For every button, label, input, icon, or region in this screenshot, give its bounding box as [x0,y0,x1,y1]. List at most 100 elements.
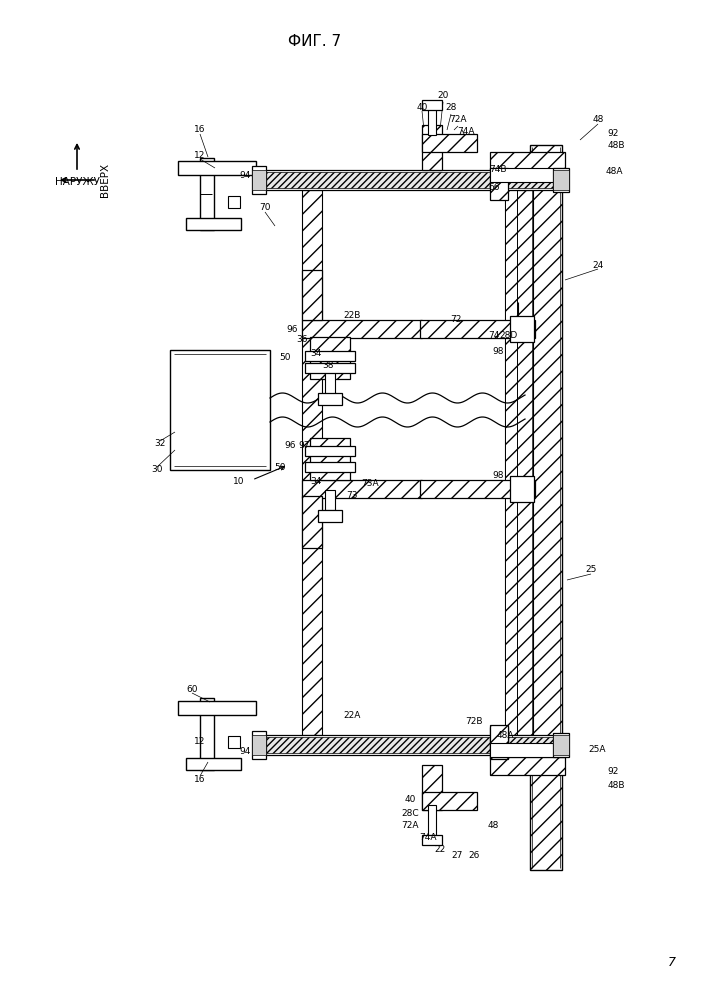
Bar [305,351,355,361]
Text: 26: 26 [468,850,479,859]
Bar [260,172,560,188]
Text: 96: 96 [284,440,296,450]
Text: 27: 27 [451,850,462,859]
Text: 92: 92 [607,768,619,776]
Bar [302,480,422,498]
Text: 30: 30 [151,466,163,475]
Text: 28C: 28C [401,808,419,818]
Bar [252,166,266,194]
Text: 48A: 48A [605,167,623,176]
Bar [490,152,565,170]
Text: 72A: 72A [449,114,467,123]
Text: 74: 74 [489,330,500,340]
Text: 73: 73 [346,490,358,499]
Bar [310,337,350,355]
Bar [428,805,436,835]
Text: НАРУЖУ: НАРУЖУ [54,177,100,187]
Bar [422,100,442,110]
Text: 94: 94 [239,748,251,756]
Bar [505,190,533,735]
Text: 70: 70 [259,204,271,213]
Bar [260,737,560,753]
Text: 22A: 22A [344,710,361,720]
Text: 7: 7 [668,956,676,968]
Bar [510,316,534,342]
Text: 34: 34 [310,349,322,358]
Bar [490,168,565,182]
Bar [428,105,436,135]
Text: 97: 97 [298,440,310,450]
Text: 92: 92 [607,129,619,138]
Bar [305,363,355,373]
Text: 66: 66 [489,184,500,192]
Text: 22: 22 [434,846,445,854]
Bar [310,369,350,379]
Text: 10: 10 [233,478,244,487]
Bar [252,735,266,755]
Text: 96: 96 [286,326,298,334]
Text: 74A: 74A [419,834,437,842]
Bar [310,357,350,367]
Bar [310,454,350,464]
Bar [252,731,266,759]
Text: 94: 94 [239,170,251,180]
Bar [302,320,422,338]
Bar [490,743,565,757]
Bar [178,701,256,715]
Text: 12: 12 [194,150,206,159]
Text: 48B: 48B [607,780,625,790]
Text: 48A: 48A [496,730,514,740]
Bar [318,510,342,522]
Bar [178,161,256,175]
Text: 28D: 28D [499,330,517,340]
Text: 72A: 72A [402,820,419,830]
Text: 32: 32 [154,440,165,448]
Bar [530,145,562,870]
Bar [305,462,355,472]
Bar [228,736,240,748]
Bar [490,725,508,757]
Bar [422,765,442,810]
Text: 20: 20 [438,91,449,100]
Bar [490,727,508,759]
Bar [252,170,266,190]
Text: 74A: 74A [457,126,474,135]
Bar [310,438,350,448]
Bar [305,446,355,456]
Bar [422,792,477,810]
Bar [200,158,214,230]
Bar [258,170,562,190]
Bar [422,835,442,845]
Bar [325,490,335,510]
Bar [553,733,569,757]
Bar [510,476,534,502]
Bar [170,350,270,470]
Text: 16: 16 [194,125,206,134]
Text: 72: 72 [450,316,462,324]
Text: 38: 38 [322,360,334,369]
Text: 24: 24 [592,260,604,269]
Text: 36: 36 [296,336,308,344]
Bar [186,218,241,230]
Text: 12: 12 [194,738,206,746]
Text: 48: 48 [487,822,498,830]
Bar [310,470,350,480]
Bar [325,370,335,395]
Text: 73A: 73A [361,479,379,488]
Bar [420,480,535,498]
Bar [420,320,535,338]
Bar [186,758,241,770]
Text: 22B: 22B [344,310,361,320]
Text: 34: 34 [310,478,322,487]
Text: 40: 40 [404,796,416,804]
Bar [200,698,214,770]
Bar [490,168,508,200]
Bar [318,393,342,405]
Bar [302,270,322,320]
Bar [553,168,569,192]
Bar [228,196,240,208]
Text: 72B: 72B [465,718,483,726]
Text: 48B: 48B [607,141,625,150]
Text: 40: 40 [416,103,428,111]
Text: 74B: 74B [489,165,507,174]
